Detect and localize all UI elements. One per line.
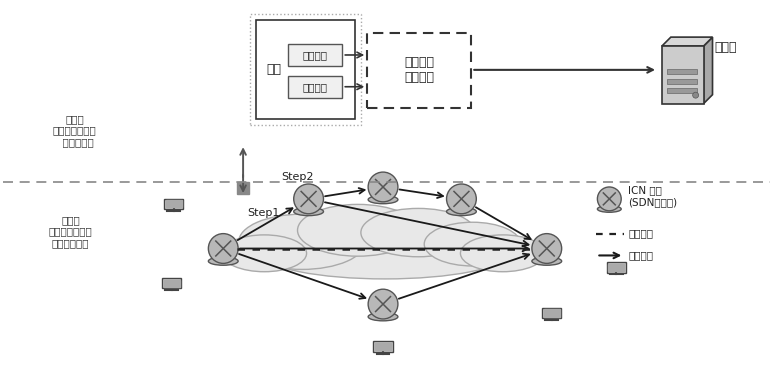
Ellipse shape <box>222 235 307 272</box>
Bar <box>256 20 356 120</box>
Circle shape <box>209 234 238 264</box>
Ellipse shape <box>461 235 545 272</box>
Ellipse shape <box>368 313 398 321</box>
Circle shape <box>598 187 621 211</box>
Circle shape <box>368 289 398 319</box>
Bar <box>165 200 182 207</box>
Circle shape <box>532 234 562 264</box>
Bar <box>367 33 472 108</box>
Circle shape <box>693 92 699 98</box>
Circle shape <box>447 184 476 214</box>
Text: Step1: Step1 <box>247 208 279 218</box>
Ellipse shape <box>361 208 475 257</box>
Text: 控制面
（逻辑拓扑重构
  策略生成）: 控制面 （逻辑拓扑重构 策略生成） <box>53 114 97 147</box>
Text: 网络资源: 网络资源 <box>302 82 328 92</box>
Bar <box>543 309 560 316</box>
Bar <box>237 182 249 194</box>
Ellipse shape <box>294 207 323 216</box>
Bar <box>667 88 696 93</box>
Bar <box>607 262 626 273</box>
Ellipse shape <box>447 207 476 216</box>
Polygon shape <box>703 37 713 103</box>
Text: 感知: 感知 <box>267 63 281 76</box>
Ellipse shape <box>424 222 521 266</box>
Text: 控制器: 控制器 <box>714 40 737 54</box>
Bar <box>250 14 361 126</box>
Bar <box>542 308 561 318</box>
Text: 数据面
（逻辑拓扑重构
策略的执行）: 数据面 （逻辑拓扑重构 策略的执行） <box>49 215 92 248</box>
Text: 物理链路: 物理链路 <box>628 250 653 261</box>
Circle shape <box>294 184 323 214</box>
Text: Step2: Step2 <box>281 172 313 182</box>
Ellipse shape <box>264 230 506 279</box>
Bar <box>667 79 696 84</box>
Text: 逻辑链路: 逻辑链路 <box>628 229 653 239</box>
Text: 逻辑拓扑
重构策略: 逻辑拓扑 重构策略 <box>404 57 434 84</box>
Ellipse shape <box>239 214 366 269</box>
Ellipse shape <box>598 206 621 212</box>
Bar <box>662 46 703 103</box>
Bar <box>375 343 391 350</box>
Bar <box>608 264 625 271</box>
Bar <box>288 76 342 98</box>
Bar <box>288 44 342 66</box>
Polygon shape <box>662 37 713 46</box>
Ellipse shape <box>368 196 398 204</box>
Bar <box>373 342 393 352</box>
Bar <box>162 278 182 288</box>
Ellipse shape <box>532 257 562 265</box>
Bar <box>667 69 696 74</box>
Text: 网络状态: 网络状态 <box>302 50 328 60</box>
Bar <box>164 280 179 287</box>
Text: ICN 节点
(SDN交换机): ICN 节点 (SDN交换机) <box>628 185 677 207</box>
Ellipse shape <box>209 257 238 265</box>
Bar <box>164 199 183 209</box>
Ellipse shape <box>298 204 418 256</box>
Circle shape <box>368 172 398 202</box>
